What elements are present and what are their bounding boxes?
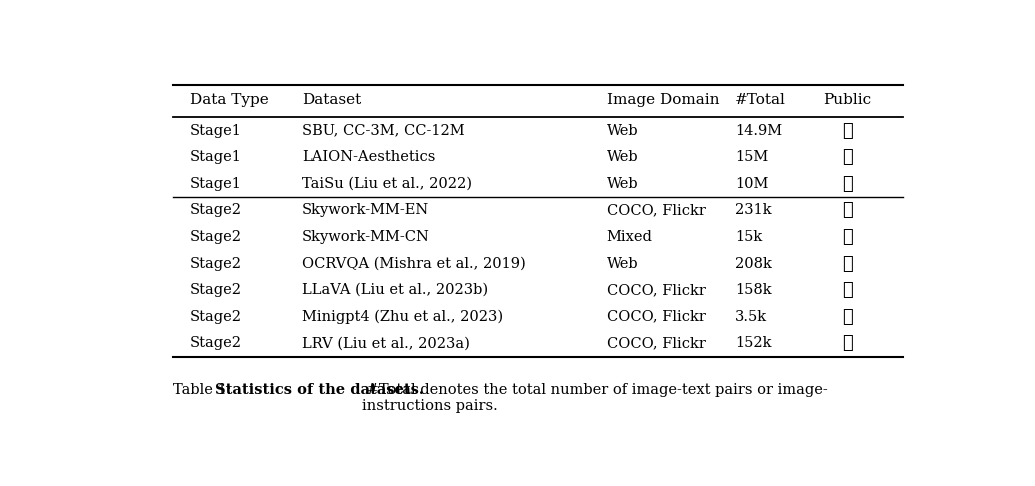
Text: 208k: 208k: [735, 257, 772, 271]
Text: COCO, Flickr: COCO, Flickr: [607, 310, 706, 324]
Text: Stage2: Stage2: [189, 230, 241, 244]
Text: COCO, Flickr: COCO, Flickr: [607, 336, 706, 350]
Text: ✓: ✓: [841, 122, 853, 140]
Text: #Total: #Total: [735, 93, 786, 107]
Text: 15k: 15k: [735, 230, 762, 244]
Text: LRV (Liu et al., 2023a): LRV (Liu et al., 2023a): [302, 336, 470, 350]
Text: 3.5k: 3.5k: [735, 310, 767, 324]
Text: Public: Public: [823, 93, 871, 107]
Text: ✓: ✓: [841, 201, 853, 220]
Text: LLaVA (Liu et al., 2023b): LLaVA (Liu et al., 2023b): [302, 283, 487, 297]
Text: ✓: ✓: [841, 228, 853, 246]
Text: Minigpt4 (Zhu et al., 2023): Minigpt4 (Zhu et al., 2023): [302, 310, 503, 324]
Text: LAION-Aesthetics: LAION-Aesthetics: [302, 150, 435, 164]
Text: 15M: 15M: [735, 150, 768, 164]
Text: 14.9M: 14.9M: [735, 124, 782, 138]
Text: 158k: 158k: [735, 283, 772, 297]
Text: Statistics of the datasets.: Statistics of the datasets.: [215, 383, 424, 397]
Text: Stage2: Stage2: [189, 283, 241, 297]
Text: Stage1: Stage1: [189, 177, 241, 191]
Text: 152k: 152k: [735, 336, 771, 350]
Text: Stage1: Stage1: [189, 124, 241, 138]
Text: ✓: ✓: [841, 334, 853, 352]
Text: COCO, Flickr: COCO, Flickr: [607, 204, 706, 217]
Text: Stage2: Stage2: [189, 204, 241, 217]
Text: #Total denotes the total number of image-text pairs or image-
instructions pairs: #Total denotes the total number of image…: [362, 383, 828, 413]
Text: 231k: 231k: [735, 204, 772, 217]
Text: ✓: ✓: [841, 308, 853, 326]
Text: Dataset: Dataset: [302, 93, 361, 107]
Text: ✓: ✓: [841, 148, 853, 166]
Text: TaiSu (Liu et al., 2022): TaiSu (Liu et al., 2022): [302, 177, 472, 191]
Text: Stage2: Stage2: [189, 257, 241, 271]
Text: Mixed: Mixed: [607, 230, 652, 244]
Text: SBU, CC-3M, CC-12M: SBU, CC-3M, CC-12M: [302, 124, 465, 138]
Text: Web: Web: [607, 124, 639, 138]
Text: OCRVQA (Mishra et al., 2019): OCRVQA (Mishra et al., 2019): [302, 257, 526, 271]
Text: Stage2: Stage2: [189, 310, 241, 324]
Text: ✓: ✓: [841, 281, 853, 299]
Text: Skywork-MM-CN: Skywork-MM-CN: [302, 230, 430, 244]
Text: Stage1: Stage1: [189, 150, 241, 164]
Text: Web: Web: [607, 257, 639, 271]
Text: ✓: ✓: [841, 175, 853, 193]
Text: Image Domain: Image Domain: [607, 93, 719, 107]
Text: Data Type: Data Type: [189, 93, 268, 107]
Text: Web: Web: [607, 150, 639, 164]
Text: COCO, Flickr: COCO, Flickr: [607, 283, 706, 297]
Text: 10M: 10M: [735, 177, 768, 191]
Text: Skywork-MM-EN: Skywork-MM-EN: [302, 204, 430, 217]
Text: ✓: ✓: [841, 255, 853, 273]
Text: Web: Web: [607, 177, 639, 191]
Text: Table 1:: Table 1:: [174, 383, 237, 397]
Text: Stage2: Stage2: [189, 336, 241, 350]
